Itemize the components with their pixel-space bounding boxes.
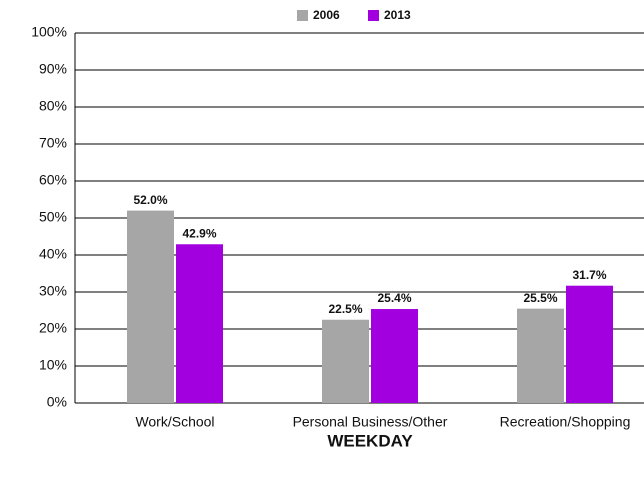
value-label: 25.4%: [377, 291, 411, 305]
bar: [566, 285, 613, 403]
y-tick-label: 40%: [39, 246, 67, 262]
value-label: 31.7%: [572, 268, 606, 282]
bar: [371, 309, 418, 403]
value-label: 22.5%: [328, 302, 362, 316]
x-tick-label: Work/School: [135, 414, 214, 430]
y-tick-label: 90%: [39, 61, 67, 77]
y-tick-label: 0%: [47, 394, 67, 410]
y-tick-label: 20%: [39, 320, 67, 336]
y-tick-label: 70%: [39, 135, 67, 151]
legend-swatch: [297, 10, 308, 21]
x-tick-label: Recreation/Shopping: [500, 414, 631, 430]
bar: [176, 244, 223, 403]
legend-label: 2006: [313, 8, 340, 22]
bar: [517, 308, 564, 403]
y-tick-label: 80%: [39, 98, 67, 114]
legend-label: 2013: [384, 8, 411, 22]
y-tick-label: 10%: [39, 357, 67, 373]
value-label: 52.0%: [133, 193, 167, 207]
x-axis-title: WEEKDAY: [327, 431, 413, 450]
bar: [127, 210, 174, 403]
y-tick-label: 100%: [31, 24, 67, 40]
y-tick-label: 50%: [39, 209, 67, 225]
y-tick-label: 30%: [39, 283, 67, 299]
y-tick-label: 60%: [39, 172, 67, 188]
bar: [322, 319, 369, 403]
value-label: 25.5%: [523, 291, 557, 305]
value-label: 42.9%: [182, 226, 216, 240]
x-tick-label: Personal Business/Other: [293, 414, 448, 430]
legend-swatch: [368, 10, 379, 21]
